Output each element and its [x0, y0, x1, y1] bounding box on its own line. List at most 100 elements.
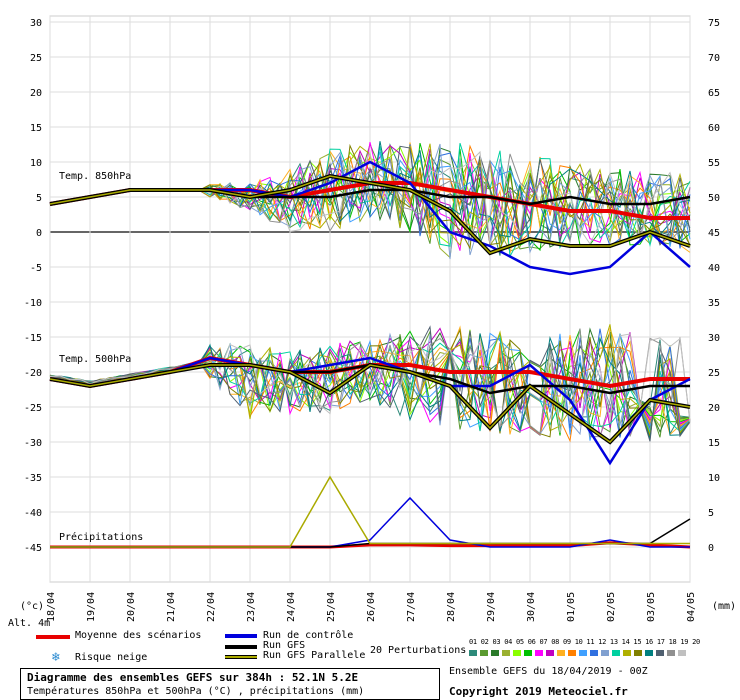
perturbation-swatch: [546, 650, 554, 656]
legend-gfs-swatch: [225, 645, 257, 649]
left-tick-label: -35: [24, 473, 42, 484]
series-lines: [49, 160, 691, 549]
left-tick-label: -5: [30, 263, 42, 274]
x-tick-label: 22/04: [206, 592, 217, 622]
perturbation-swatch: [469, 650, 477, 656]
x-axis: 18/04 19/04 20/04 21/04 22/04 23/04 24/04 25/04…: [46, 592, 697, 622]
legend-mean: Moyenne des scénarios: [75, 630, 202, 641]
x-tick-label: 28/04: [446, 592, 457, 622]
x-tick-label: 02/05: [606, 592, 617, 622]
perturbation-swatch: [656, 650, 664, 656]
legend-gfs: Run GFS: [263, 640, 306, 651]
x-tick-label: 04/05: [686, 592, 697, 622]
left-tick-label: -30: [24, 438, 42, 449]
legend-mean-swatch: [36, 635, 70, 639]
perturbation-line: [49, 333, 691, 433]
right-tick-label: 35: [708, 298, 720, 309]
x-tick-label: 25/04: [326, 592, 337, 622]
x-tick-label: 29/04: [486, 592, 497, 622]
x-tick-label: 21/04: [166, 592, 177, 622]
perturbation-swatch: [601, 650, 609, 656]
right-tick-label: 30: [708, 333, 720, 344]
perturbation-swatch: [502, 650, 510, 656]
right-tick-label: 20: [708, 403, 720, 414]
x-tick-label: 30/04: [526, 592, 537, 622]
perturbation-swatch: [678, 650, 686, 656]
right-tick-label: 70: [708, 53, 720, 64]
x-tick-label: 18/04: [46, 592, 57, 622]
perturbation-swatch: [557, 650, 565, 656]
right-tick-label: 5: [708, 508, 714, 519]
perturbation-swatch: [535, 650, 543, 656]
left-tick-label: 25: [30, 53, 42, 64]
altitude-label: Alt. 4m: [8, 618, 50, 629]
perturbation-swatch: [623, 650, 631, 656]
right-tick-label: 60: [708, 123, 720, 134]
legend-gfs-par: Run GFS Parallele: [263, 650, 366, 661]
x-tick-label: 24/04: [286, 592, 297, 622]
perturbation-line: [49, 324, 691, 436]
perturbation-swatch: [480, 650, 488, 656]
left-tick-label: -40: [24, 508, 42, 519]
perturbation-swatch: [524, 650, 532, 656]
series-t850-line: [49, 175, 691, 254]
perturbation-swatch: [491, 650, 499, 656]
perturbation-swatch: [667, 650, 675, 656]
x-tick-label: 20/04: [126, 592, 137, 622]
series-t500-line: [49, 364, 691, 443]
legend-snow: Risque neige: [75, 652, 148, 663]
right-tick-label: 10: [708, 473, 720, 484]
x-tick-label: 03/05: [646, 592, 657, 622]
legend-control-swatch: [225, 634, 257, 638]
left-tick-label: 5: [36, 193, 42, 204]
left-tick-label: 30: [30, 18, 42, 29]
x-tick-label: 27/04: [406, 592, 417, 622]
label-t500: Temp. 500hPa: [59, 354, 131, 365]
right-tick-label: 50: [708, 193, 720, 204]
perturbation-swatch: [579, 650, 587, 656]
right-tick-label: 15: [708, 438, 720, 449]
footer-ensemble: Ensemble GEFS du 18/04/2019 - 00Z: [449, 666, 648, 677]
right-tick-label: 25: [708, 368, 720, 379]
left-tick-label: 20: [30, 88, 42, 99]
right-tick-label: 75: [708, 18, 720, 29]
perturbation-swatch: [513, 650, 521, 656]
right-tick-label: 65: [708, 88, 720, 99]
legend-perturbations: 20 Perturbations: [370, 645, 467, 656]
x-tick-label: 01/05: [566, 592, 577, 622]
legend-gfs-par-swatch: [225, 655, 257, 659]
footer-title-box: Diagramme des ensembles GEFS sur 384h : …: [20, 668, 440, 700]
label-t850: Temp. 850hPa: [59, 171, 131, 182]
label-precip: Précipitations: [59, 531, 143, 543]
footer-title: Diagramme des ensembles GEFS sur 384h : …: [27, 671, 359, 684]
left-tick-label: -45: [24, 543, 42, 554]
perturbation-swatch: [568, 650, 576, 656]
right-unit: (mm): [712, 601, 736, 612]
x-tick-label: 23/04: [246, 592, 257, 622]
chart-grid: [49, 15, 691, 583]
legend-pert-numbers: 01 02 03 04 05 06 07 08 09 10 11 12 13 1…: [469, 638, 700, 646]
left-axis: 30 25 20 15 10 5 0 -5 -10 -15 -20 -25 -30 -35 -40 -45: [24, 18, 42, 554]
left-tick-label: 0: [36, 228, 42, 239]
perturbation-swatch: [612, 650, 620, 656]
x-tick-label: 19/04: [86, 592, 97, 622]
left-tick-label: -15: [24, 333, 42, 344]
perturbation-line: [49, 328, 691, 438]
legend-control: Run de contrôle: [263, 630, 354, 641]
footer-copyright: Copyright 2019 Meteociel.fr: [449, 685, 628, 698]
left-tick-label: -10: [24, 298, 42, 309]
perturbation-swatch: [634, 650, 642, 656]
left-tick-label: -25: [24, 403, 42, 414]
left-tick-label: -20: [24, 368, 42, 379]
x-tick-label: 26/04: [366, 592, 377, 622]
perturbation-swatch: [590, 650, 598, 656]
left-tick-label: 15: [30, 123, 42, 134]
right-tick-label: 45: [708, 228, 720, 239]
right-tick-label: 40: [708, 263, 720, 274]
left-tick-label: 10: [30, 158, 42, 169]
series-precip-line: [50, 475, 690, 548]
right-tick-label: 55: [708, 158, 720, 169]
right-tick-label: 0: [708, 543, 714, 554]
